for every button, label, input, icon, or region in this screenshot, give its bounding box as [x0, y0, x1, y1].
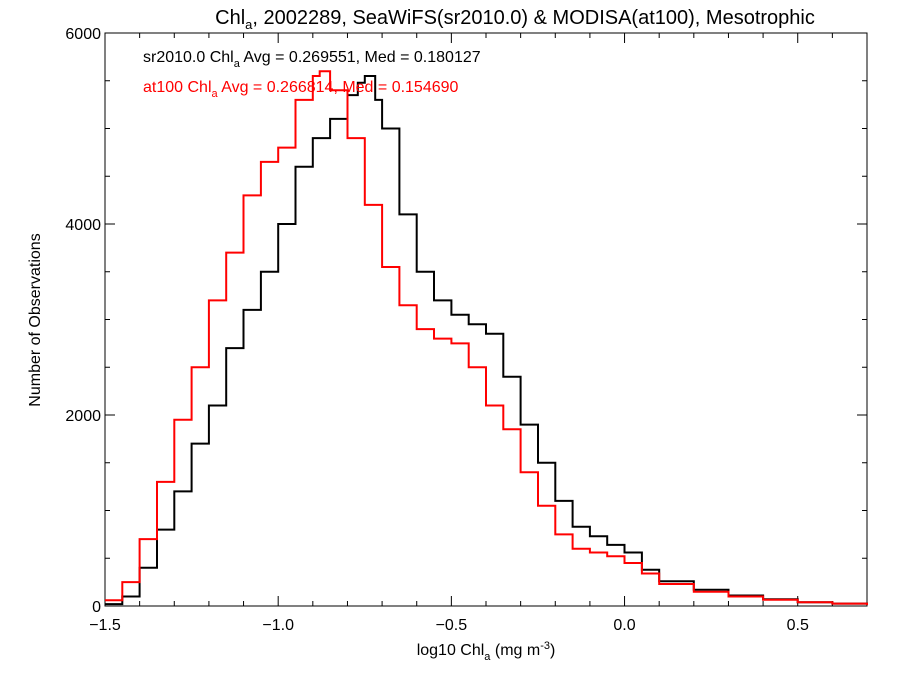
axes: −1.5 −1.0 −0.5 0.0 0.5 0 2000 4000 6000 — [65, 26, 868, 634]
x-axis-label: log10 Chla (mg m-3) — [417, 640, 556, 663]
x-tick-label: 0.5 — [787, 617, 809, 634]
y-tick-label: 6000 — [65, 26, 101, 43]
chart-title: Chla, 2002289, SeaWiFS(sr2010.0) & MODIS… — [215, 7, 815, 32]
x-tick-label: 0.0 — [613, 617, 635, 634]
y-tick-label: 0 — [92, 599, 101, 616]
x-tick-label: −1.5 — [89, 617, 121, 634]
annotation-sr2010: sr2010.0 Chla Avg = 0.269551, Med = 0.18… — [143, 49, 481, 70]
series-at100-line — [105, 70, 868, 605]
x-tick-label: −0.5 — [436, 617, 468, 634]
y-tick-label: 2000 — [65, 408, 101, 425]
series-layer — [105, 70, 868, 606]
series-sr2010-line — [105, 75, 868, 606]
annotation-at100: at100 Chla Avg = 0.266814, Med = 0.15469… — [143, 79, 459, 100]
y-axis-label: Number of Observations — [27, 233, 44, 406]
x-tick-label: −1.0 — [262, 617, 294, 634]
plot-frame — [104, 32, 868, 607]
y-tick-label: 4000 — [65, 217, 101, 234]
